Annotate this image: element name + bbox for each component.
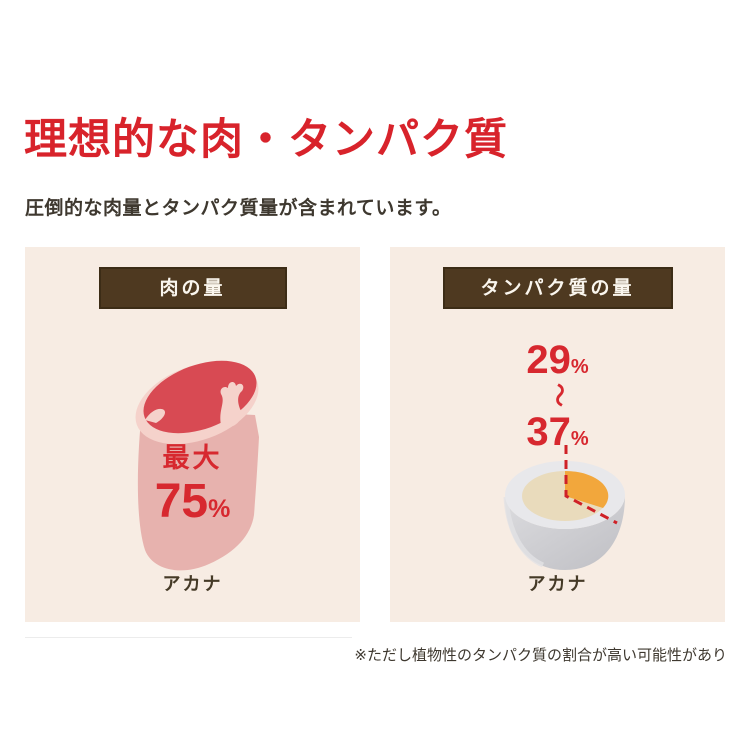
page-title: 理想的な肉・タンパク質 [24, 115, 508, 164]
meat-amount-panel: 肉の量 最大 75% アカナ [25, 247, 360, 622]
meat-panel-header: 肉の量 [98, 267, 287, 309]
meat-cut-icon [135, 360, 259, 571]
page-subtitle: 圧倒的な肉量とタンパク質量が含まれています。 [25, 198, 452, 219]
protein-amount-panel: タンパク質の量 29% 〜 37% アカナ [390, 247, 725, 622]
protein-range-high: 37% [526, 410, 589, 454]
divider-line [25, 637, 352, 638]
range-indicator-dashes [564, 445, 618, 525]
footnote: ※ただし植物性のタンパク質の割合が高い可能性があり [354, 647, 727, 664]
protein-wedge [565, 470, 609, 508]
meat-marbling [220, 382, 244, 426]
meat-value-number: 75 [154, 475, 209, 528]
meat-value-unit: % [208, 495, 231, 523]
egg-shell-highlight [503, 496, 545, 568]
egg-shell-bowl [505, 495, 625, 570]
brand-label-meat: アカナ [162, 574, 223, 594]
meat-body [137, 409, 259, 571]
meat-percentage: 最大 75% [25, 445, 360, 526]
meat-value: 75% [25, 478, 360, 526]
protein-panel-header: タンパク質の量 [442, 267, 673, 309]
boiled-egg-icon [503, 445, 625, 570]
meat-max-label: 最大 [162, 443, 223, 473]
protein-range-low: 29% [526, 338, 589, 382]
protein-range: 29% 〜 37% [390, 340, 725, 452]
brand-label-protein: アカナ [527, 574, 588, 594]
meat-marbling-small [145, 408, 166, 423]
